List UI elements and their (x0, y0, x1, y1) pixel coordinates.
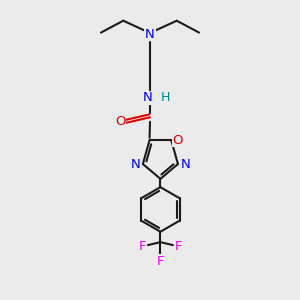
Text: N: N (143, 92, 152, 104)
Text: O: O (172, 134, 183, 147)
Text: N: N (181, 158, 190, 171)
Text: N: N (130, 158, 140, 170)
Text: F: F (139, 240, 146, 253)
Text: F: F (175, 240, 182, 253)
Text: H: H (161, 92, 170, 104)
Text: N: N (145, 28, 155, 40)
Text: F: F (157, 255, 164, 268)
Text: O: O (115, 115, 125, 128)
